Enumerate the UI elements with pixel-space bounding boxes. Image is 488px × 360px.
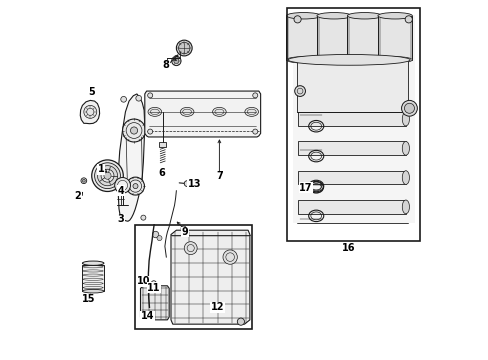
Circle shape <box>184 181 190 186</box>
Circle shape <box>81 178 86 184</box>
Bar <box>286 8 419 241</box>
Polygon shape <box>80 100 100 124</box>
Polygon shape <box>377 16 411 60</box>
Ellipse shape <box>286 57 320 63</box>
Circle shape <box>94 163 120 189</box>
Ellipse shape <box>377 57 411 63</box>
Text: 4: 4 <box>117 186 124 196</box>
Circle shape <box>252 93 257 98</box>
Ellipse shape <box>402 112 408 126</box>
Circle shape <box>178 42 190 54</box>
Text: 11: 11 <box>147 283 161 293</box>
Text: 9: 9 <box>182 227 188 237</box>
Polygon shape <box>286 16 320 60</box>
Ellipse shape <box>402 141 408 155</box>
Polygon shape <box>159 141 166 147</box>
Circle shape <box>147 129 152 134</box>
Circle shape <box>252 129 257 134</box>
Text: 15: 15 <box>81 294 95 304</box>
Circle shape <box>97 166 117 186</box>
Circle shape <box>294 86 305 96</box>
Polygon shape <box>298 171 405 184</box>
Circle shape <box>293 16 301 23</box>
Ellipse shape <box>286 13 320 19</box>
Text: 1: 1 <box>98 164 104 174</box>
Circle shape <box>401 100 416 116</box>
Circle shape <box>104 172 111 179</box>
Polygon shape <box>292 15 414 223</box>
Polygon shape <box>298 200 405 214</box>
Circle shape <box>115 177 130 193</box>
Circle shape <box>171 56 181 66</box>
Text: 10: 10 <box>136 276 150 286</box>
Circle shape <box>83 105 97 118</box>
Circle shape <box>237 318 244 325</box>
Polygon shape <box>298 141 405 155</box>
Ellipse shape <box>316 57 351 63</box>
Ellipse shape <box>402 171 408 184</box>
Ellipse shape <box>402 200 408 214</box>
Circle shape <box>117 180 127 190</box>
Circle shape <box>176 40 192 56</box>
Polygon shape <box>297 60 407 112</box>
Text: 6: 6 <box>158 168 165 178</box>
Polygon shape <box>118 94 144 221</box>
Text: 5: 5 <box>88 87 95 97</box>
Circle shape <box>133 184 138 189</box>
Circle shape <box>152 282 155 284</box>
Circle shape <box>82 179 85 182</box>
Circle shape <box>130 127 137 134</box>
Circle shape <box>142 278 148 284</box>
Text: 2: 2 <box>74 191 81 201</box>
Polygon shape <box>346 16 381 60</box>
Text: 16: 16 <box>341 243 354 253</box>
Circle shape <box>174 58 179 63</box>
Ellipse shape <box>82 289 104 293</box>
Circle shape <box>223 250 237 264</box>
Ellipse shape <box>148 107 162 116</box>
Ellipse shape <box>244 107 258 116</box>
Text: 7: 7 <box>216 171 223 181</box>
Circle shape <box>121 96 126 102</box>
Circle shape <box>136 95 142 101</box>
Circle shape <box>147 93 152 98</box>
Circle shape <box>184 242 197 255</box>
Circle shape <box>126 177 144 195</box>
Ellipse shape <box>82 261 104 265</box>
Ellipse shape <box>346 13 381 19</box>
Circle shape <box>404 103 414 113</box>
Polygon shape <box>82 265 104 291</box>
Text: 12: 12 <box>210 302 224 312</box>
Ellipse shape <box>287 54 409 65</box>
Polygon shape <box>171 230 249 324</box>
Circle shape <box>141 215 145 220</box>
Ellipse shape <box>316 13 351 19</box>
Text: 13: 13 <box>187 179 201 189</box>
Circle shape <box>92 160 123 192</box>
Text: 14: 14 <box>141 311 154 321</box>
Circle shape <box>118 215 123 220</box>
Text: 17: 17 <box>299 183 312 193</box>
Polygon shape <box>298 112 405 126</box>
Circle shape <box>122 119 145 142</box>
Ellipse shape <box>346 57 381 63</box>
Circle shape <box>152 231 159 238</box>
Text: 8: 8 <box>162 60 169 70</box>
Polygon shape <box>144 91 260 137</box>
Circle shape <box>101 169 114 182</box>
Polygon shape <box>140 286 169 320</box>
Ellipse shape <box>377 13 411 19</box>
Circle shape <box>181 226 185 231</box>
Ellipse shape <box>212 107 226 116</box>
Circle shape <box>157 235 162 240</box>
Text: 3: 3 <box>117 215 124 224</box>
Ellipse shape <box>180 107 194 116</box>
Circle shape <box>405 16 411 23</box>
Bar <box>135 225 251 329</box>
Polygon shape <box>316 16 351 60</box>
